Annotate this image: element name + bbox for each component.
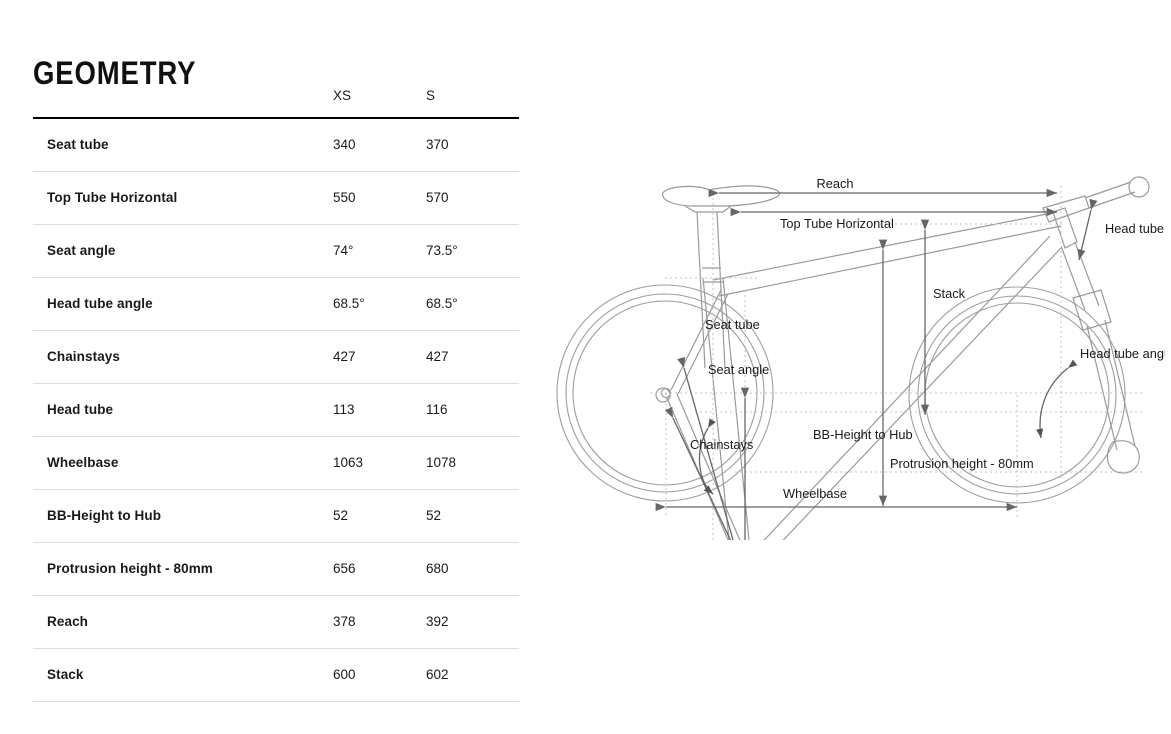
table-row: Top Tube Horizontal 550 570 <box>33 171 519 224</box>
row-label: Chainstays <box>47 349 121 364</box>
label-reach: Reach <box>817 176 854 191</box>
label-wheelbase: Wheelbase <box>783 486 847 501</box>
column-header-s: S <box>426 88 436 103</box>
label-stack: Stack <box>933 286 966 301</box>
row-label: Top Tube Horizontal <box>47 190 178 205</box>
row-label: Head tube <box>47 402 114 417</box>
row-value-s: 370 <box>426 137 449 153</box>
seat-post-clamp <box>702 267 723 283</box>
row-value-xs: 550 <box>333 190 356 205</box>
front-wheel-tire-outer <box>908 286 1126 504</box>
table-row: Reach 378 392 <box>33 595 519 648</box>
column-header-name <box>33 88 333 118</box>
chain-stay <box>666 393 741 540</box>
row-value-xs: 656 <box>333 561 356 576</box>
row-label: Head tube angle <box>47 296 153 311</box>
label-protrusion-height: Protrusion height - 80mm <box>890 456 1034 471</box>
table-row: Protrusion height - 80mm 656 680 <box>33 542 519 595</box>
rear-dropout <box>655 387 671 403</box>
table-row: Wheelbase 1063 1078 <box>33 436 519 489</box>
label-seat-angle: Seat angle <box>708 362 769 377</box>
label-bb-height-to-hub: BB-Height to Hub <box>813 427 913 442</box>
table-row: Stack 600 602 <box>33 648 519 701</box>
row-label: BB-Height to Hub <box>47 508 162 523</box>
dimension-arrows-group <box>655 188 1098 540</box>
table-header-row: XS S <box>33 88 519 118</box>
row-value-xs: 1063 <box>333 455 364 470</box>
geometry-table: XS S Seat tube 340 370 Top Tube Horizontal 5… <box>33 88 519 702</box>
row-label: Seat angle <box>47 243 116 258</box>
row-value-xs: 68.5° <box>333 296 365 311</box>
row-value-s: 392 <box>426 614 449 629</box>
table-header: XS S <box>33 88 519 118</box>
row-value-s: 602 <box>426 667 449 682</box>
seat-angle-arc-arrow <box>698 418 716 495</box>
label-head-tube: Head tube <box>1105 221 1164 236</box>
fork-steerer <box>1060 241 1100 311</box>
row-value-xs: 113 <box>333 402 355 417</box>
fork-lower-leg <box>1086 319 1136 451</box>
label-chainstays: Chainstays <box>690 437 753 452</box>
row-label: Wheelbase <box>47 455 119 470</box>
saddle-shape <box>662 185 781 207</box>
table-row: Seat angle 74° 73.5° <box>33 224 519 277</box>
row-value-xs: 600 <box>333 667 356 682</box>
diagram-labels-group: Reach Top Tube Horizontal Head tube Stac… <box>690 176 1165 501</box>
table-row: Head tube 113 116 <box>33 383 519 436</box>
row-value-s: 68.5° <box>426 296 458 311</box>
fork-crown <box>1072 289 1112 331</box>
down-tube <box>763 235 1062 540</box>
table-row: BB-Height to Hub 52 52 <box>33 489 519 542</box>
wheels-group <box>556 284 1126 504</box>
row-label: Reach <box>47 614 89 629</box>
row-value-s: 570 <box>426 190 449 205</box>
row-label: Protrusion height - 80mm <box>47 561 213 576</box>
row-value-xs: 52 <box>333 508 349 523</box>
seat-stay <box>670 289 729 395</box>
row-label: Stack <box>47 667 84 682</box>
head-tube-dimension-arrow <box>1077 198 1098 261</box>
table-body: Seat tube 340 370 Top Tube Horizontal 550 570… <box>33 118 519 701</box>
row-label: Seat tube <box>47 137 109 153</box>
handlebar-stub <box>1084 181 1136 209</box>
saddle-underside <box>684 205 732 213</box>
row-value-xs: 427 <box>333 349 356 364</box>
row-value-xs: 74° <box>333 243 354 258</box>
head-tube-angle-arc-arrow <box>1036 359 1078 439</box>
row-value-s: 73.5° <box>426 243 458 258</box>
row-value-s: 116 <box>426 402 448 417</box>
table-row: Head tube angle 68.5° 68.5° <box>33 277 519 330</box>
table-row: Chainstays 427 427 <box>33 330 519 383</box>
stem <box>1042 195 1090 223</box>
fork-dropout <box>1106 440 1140 474</box>
bicycle-geometry-diagram: Reach Top Tube Horizontal Head tube Stac… <box>545 150 1165 540</box>
front-wheel-tire-inner <box>917 295 1117 495</box>
geometry-table-element: XS S Seat tube 340 370 Top Tube Horizontal 5… <box>33 88 519 702</box>
row-value-s: 680 <box>426 561 449 576</box>
row-value-s: 52 <box>426 508 442 523</box>
handlebar-end <box>1128 176 1150 198</box>
label-seat-tube: Seat tube <box>705 317 760 332</box>
row-value-s: 427 <box>426 349 449 364</box>
row-value-xs: 340 <box>333 137 356 153</box>
row-value-xs: 378 <box>333 614 356 629</box>
column-header-xs: XS <box>333 88 352 103</box>
row-value-s: 1078 <box>426 455 457 470</box>
page-title: GEOMETRY <box>33 55 197 92</box>
label-head-tube-angle: Head tube angle <box>1080 346 1165 361</box>
table-row: Seat tube 340 370 <box>33 118 519 171</box>
label-top-tube-horizontal: Top Tube Horizontal <box>780 216 894 231</box>
